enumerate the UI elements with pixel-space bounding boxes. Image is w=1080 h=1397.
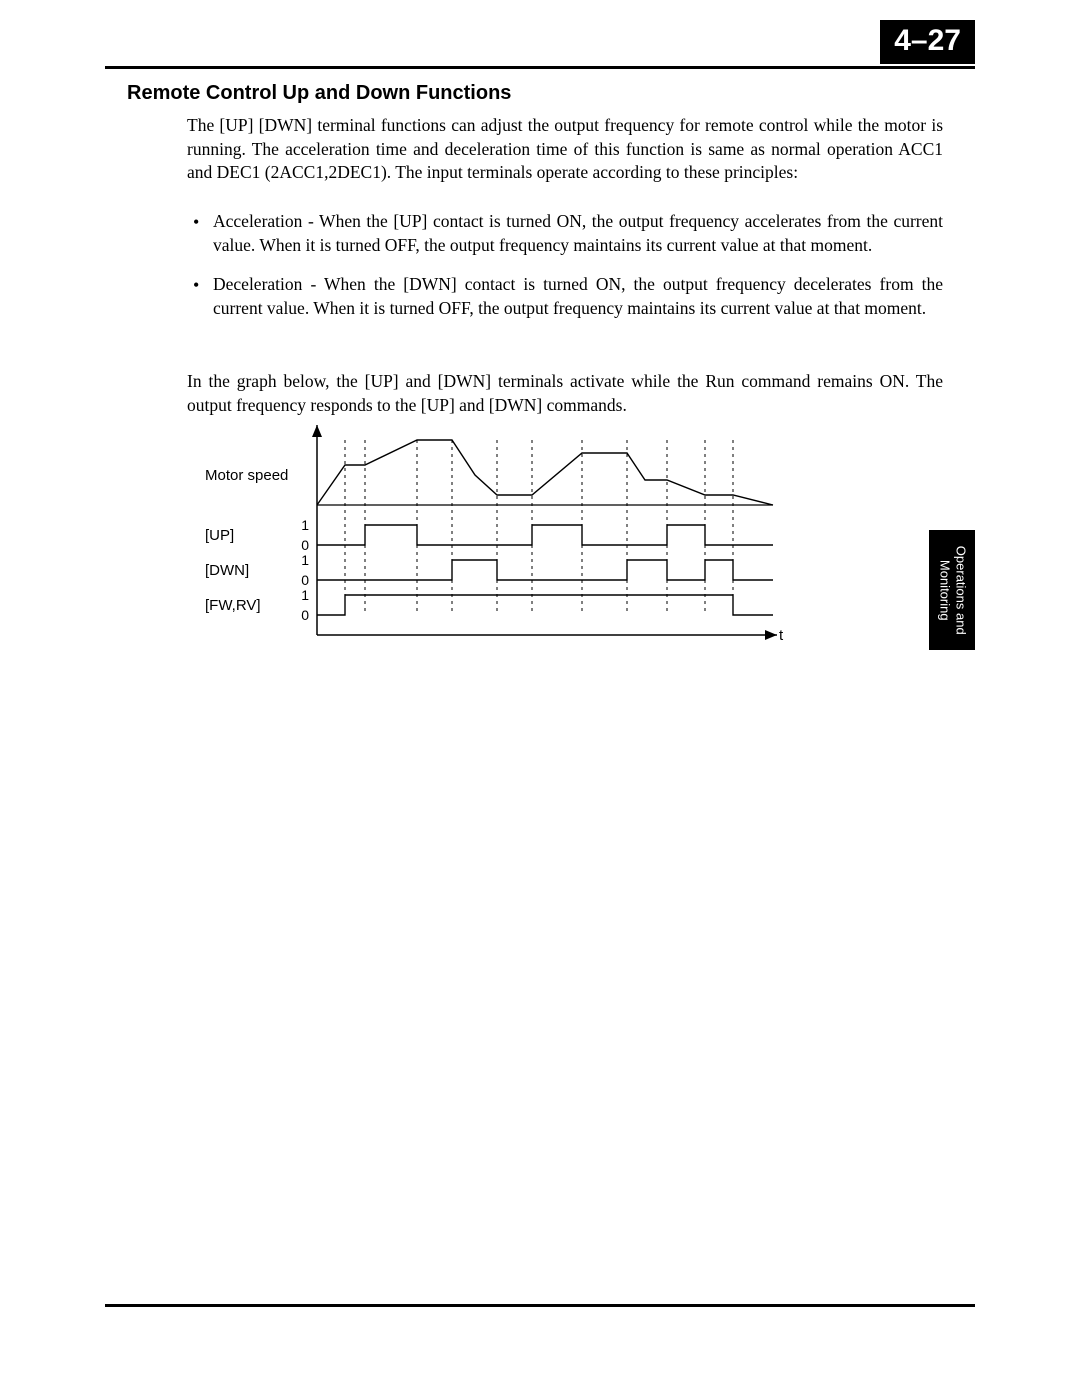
bullet-acceleration: Acceleration - When the [UP] contact is … <box>213 210 943 257</box>
dwn-zero: 0 <box>295 572 309 588</box>
section-title: Remote Control Up and Down Functions <box>127 82 511 105</box>
intro-paragraph: The [UP] [DWN] terminal functions can ad… <box>187 114 943 185</box>
bullet-list: Acceleration - When the [UP] contact is … <box>187 210 943 337</box>
bullet-deceleration: Deceleration - When the [DWN] contact is… <box>213 273 943 320</box>
page-number: 4–27 <box>880 20 975 64</box>
up-one: 1 <box>295 517 309 533</box>
dwn-one: 1 <box>295 552 309 568</box>
graph-intro-paragraph: In the graph below, the [UP] and [DWN] t… <box>187 370 943 417</box>
label-up: [UP] <box>205 527 234 544</box>
timing-diagram-svg <box>187 425 827 665</box>
timing-diagram: Motor speed [UP] 1 0 [DWN] 1 0 [FW,RV] 1… <box>187 425 827 665</box>
bottom-rule <box>105 1304 975 1307</box>
side-tab-line2: Monitoring <box>937 560 952 621</box>
up-zero: 0 <box>295 537 309 553</box>
fwrv-zero: 0 <box>295 607 309 623</box>
side-tab-line1: Operations and <box>953 546 968 635</box>
label-t-axis: t <box>779 627 783 644</box>
top-rule <box>105 66 975 69</box>
page-content: 4–27 Remote Control Up and Down Function… <box>105 20 975 1317</box>
label-fwrv: [FW,RV] <box>205 597 261 614</box>
side-tab: Operations and Monitoring <box>929 530 975 650</box>
label-dwn: [DWN] <box>205 562 249 579</box>
fwrv-one: 1 <box>295 587 309 603</box>
label-motor-speed: Motor speed <box>205 467 288 484</box>
